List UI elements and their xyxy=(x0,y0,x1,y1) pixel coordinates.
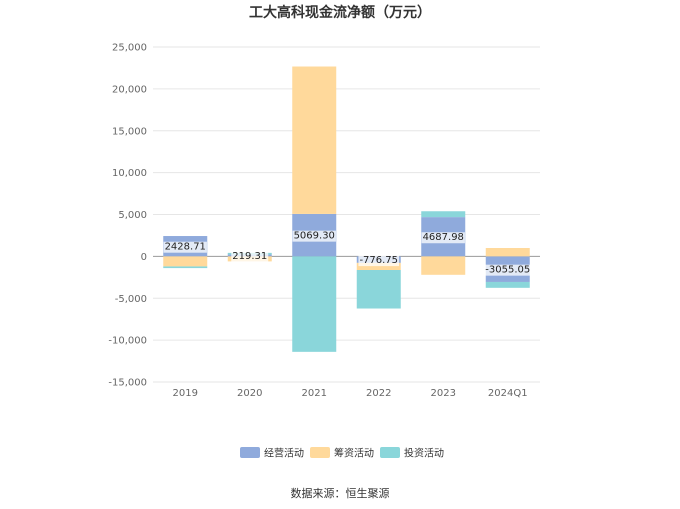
data-label: 219.31 xyxy=(232,251,267,262)
data-label-bg xyxy=(358,255,400,267)
x-tick-label: 2021 xyxy=(302,388,327,399)
legend-item-label[interactable]: 筹资活动 xyxy=(334,447,374,460)
bar-segment xyxy=(485,281,530,288)
x-tick-label: 2019 xyxy=(173,388,198,399)
y-tick-label: 15,000 xyxy=(112,126,147,137)
x-tick-label: 2024Q1 xyxy=(488,388,528,399)
data-label: 2428.71 xyxy=(165,242,206,253)
source-note: 数据来源：恒生聚源 xyxy=(291,486,390,500)
y-tick-label: 20,000 xyxy=(112,84,147,95)
bar-segment xyxy=(356,262,401,270)
data-label: 4687.98 xyxy=(423,232,464,243)
data-label-bg xyxy=(231,250,269,262)
data-labels: 2428.71 219.31 5069.30 -776.75 4687.98 -3055.… xyxy=(163,230,532,276)
data-label-bg xyxy=(421,232,465,244)
bar-segment xyxy=(292,256,337,352)
y-tick-label: -10,000 xyxy=(108,336,147,347)
y-axis: 25,000 20,000 15,000 10,000 5,000 0 -5,000 -10,… xyxy=(108,43,147,389)
bar-segment xyxy=(292,66,337,214)
grid xyxy=(153,46,540,383)
bar-segment xyxy=(421,256,466,275)
bar-segment xyxy=(485,248,530,257)
legend-item-label[interactable]: 投资活动 xyxy=(404,447,444,460)
bars xyxy=(163,66,530,352)
x-tick-label: 2020 xyxy=(237,388,262,399)
data-label-bg xyxy=(292,230,336,242)
y-tick-label: -5,000 xyxy=(115,294,147,305)
y-tick-label: 25,000 xyxy=(112,43,147,54)
y-tick-label: 0 xyxy=(141,252,147,263)
data-label: -776.75 xyxy=(359,255,398,266)
bar-segment xyxy=(163,256,208,267)
legend-swatch[interactable] xyxy=(380,447,400,458)
bar-segment xyxy=(163,266,208,269)
legend-swatch[interactable] xyxy=(240,447,260,458)
data-label: 5069.30 xyxy=(294,231,335,242)
legend-swatch[interactable] xyxy=(310,447,330,458)
y-tick-label: 5,000 xyxy=(118,210,147,221)
data-label-bg xyxy=(484,264,532,276)
y-tick-label: 10,000 xyxy=(112,168,147,179)
data-label: -3055.05 xyxy=(485,265,530,276)
data-label-bg xyxy=(163,241,207,253)
x-tick-label: 2023 xyxy=(431,388,456,399)
y-tick-label: -15,000 xyxy=(108,378,147,389)
x-tick-label: 2022 xyxy=(366,388,391,399)
chart-title: 工大高科现金流净额（万元） xyxy=(249,4,431,21)
bar-segment xyxy=(356,269,401,309)
bar-segment xyxy=(421,211,466,218)
legend[interactable]: 经营活动 筹资活动 投资活动 xyxy=(240,447,444,460)
x-axis: 2019 2020 2021 2022 2023 2024Q1 xyxy=(173,388,528,399)
legend-item-label[interactable]: 经营活动 xyxy=(264,447,304,460)
